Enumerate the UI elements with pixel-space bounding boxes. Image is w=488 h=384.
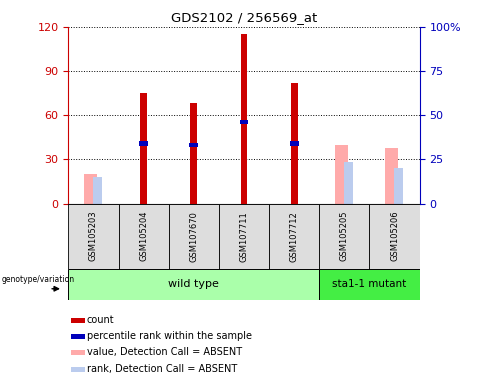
Bar [93,177,102,204]
Bar [71,350,85,355]
Bar [290,141,299,146]
Bar [68,269,319,300]
Bar [335,145,347,204]
Bar [71,367,85,372]
Text: GSM105205: GSM105205 [340,211,349,262]
Bar [240,120,248,124]
Bar [394,168,403,204]
Text: value, Detection Call = ABSENT: value, Detection Call = ABSENT [87,348,242,358]
Text: GSM107712: GSM107712 [290,211,299,262]
Bar [84,174,97,204]
Text: rank, Detection Call = ABSENT: rank, Detection Call = ABSENT [87,364,237,374]
Text: GSM105206: GSM105206 [390,211,399,262]
Bar [219,204,269,269]
Bar [189,143,198,147]
Text: percentile rank within the sample: percentile rank within the sample [87,331,252,341]
Bar [269,204,319,269]
Text: genotype/variation: genotype/variation [1,275,75,284]
Bar [71,318,85,323]
Bar [344,162,353,204]
Bar [139,141,148,146]
Bar [241,34,247,204]
Text: GSM107711: GSM107711 [240,211,248,262]
Bar [291,83,298,204]
Bar [319,269,420,300]
Text: wild type: wild type [168,279,219,289]
Text: GSM105204: GSM105204 [139,211,148,262]
Bar [169,204,219,269]
Title: GDS2102 / 256569_at: GDS2102 / 256569_at [171,11,317,24]
Bar [369,204,420,269]
Bar [68,204,119,269]
Bar [319,204,369,269]
Text: count: count [87,315,115,325]
Text: GSM105203: GSM105203 [89,211,98,262]
Text: sta1-1 mutant: sta1-1 mutant [332,279,407,289]
Bar [119,204,169,269]
Text: GSM107670: GSM107670 [189,211,198,262]
Bar [190,103,197,204]
Bar [140,93,147,204]
Bar [386,147,398,204]
Bar [71,334,85,339]
